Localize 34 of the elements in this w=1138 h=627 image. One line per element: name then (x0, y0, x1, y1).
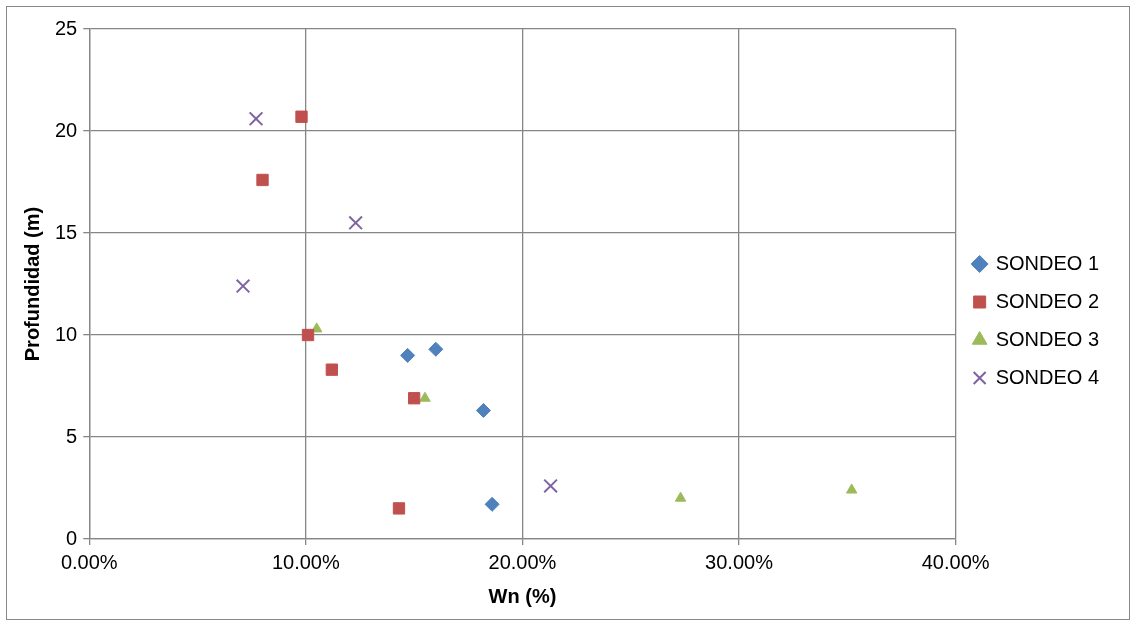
point (845, 483, 858, 494)
x-tick-label: 30.00% (705, 550, 774, 573)
x-axis-title: Wn (%) (488, 584, 557, 607)
x-tick-label: 20.00% (488, 550, 557, 573)
point (235, 278, 251, 294)
point (543, 478, 558, 494)
point (428, 341, 444, 357)
y-tick-label: 10 (55, 322, 78, 345)
point (348, 215, 364, 231)
point (392, 502, 406, 515)
x-tick-label: 40.00% (921, 550, 990, 573)
legend-label: SONDEO 4 (995, 365, 1099, 388)
x-tick-label: 10.00% (271, 550, 340, 573)
y-tick-label: 15 (55, 220, 78, 243)
point (248, 111, 264, 127)
y-tick-label: 20 (55, 118, 78, 141)
y-tick-label: 5 (66, 424, 78, 447)
legend-label: SONDEO 1 (995, 251, 1099, 274)
point (325, 363, 338, 376)
point (400, 347, 416, 363)
point (295, 110, 308, 123)
y-tick-label: 0 (66, 526, 78, 549)
legend-label: SONDEO 3 (995, 327, 1099, 350)
point (674, 491, 687, 502)
x-tick-label: 0.00% (60, 550, 118, 573)
point (407, 392, 421, 405)
y-tick-label: 25 (55, 16, 78, 39)
point (419, 391, 431, 402)
point (256, 173, 269, 187)
y-axis-title: Profundidad (m) (20, 206, 43, 362)
point (475, 402, 491, 418)
legend-label: SONDEO 2 (995, 289, 1099, 312)
point (484, 496, 500, 512)
point (301, 328, 315, 342)
